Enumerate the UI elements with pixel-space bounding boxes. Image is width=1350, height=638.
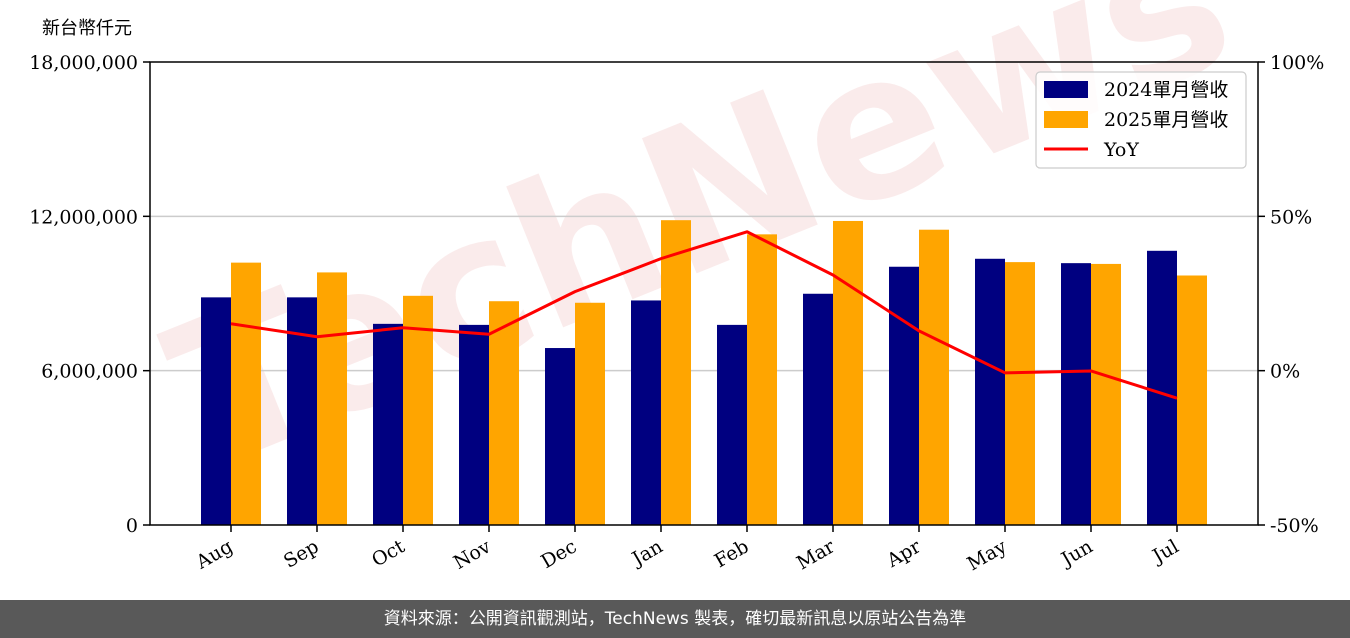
legend: 2024單月營收 2025單月營收 YoY <box>1035 71 1247 169</box>
yoy-line <box>230 230 1178 400</box>
x-tick-label-dec: Dec <box>537 535 580 573</box>
x-tick-label-jul: Jul <box>1147 535 1182 568</box>
y-right-tick-label: -50% <box>1270 515 1319 537</box>
y-right-tick-label: 0% <box>1270 361 1300 383</box>
bar-prev-may <box>975 258 1005 525</box>
bar-curr-may <box>1005 262 1035 525</box>
y-left-tick-label: 12,000,000 <box>29 206 138 228</box>
bar-prev-jun <box>1061 263 1091 525</box>
bar-prev-apr <box>889 266 919 525</box>
bar-prev-oct <box>373 323 403 525</box>
bar-curr-jul <box>1177 275 1207 525</box>
legend-label: 2024單月營收 <box>1104 79 1228 101</box>
y-left-tick-label: 18,000,000 <box>29 52 138 74</box>
bar-curr-mar <box>833 220 863 526</box>
bar-curr-dec <box>575 302 605 525</box>
bar-curr-jun <box>1091 263 1121 525</box>
bar-prev-dec <box>545 348 575 525</box>
x-tick-label-mar: Mar <box>793 535 839 574</box>
bar-curr-aug <box>231 262 261 525</box>
bar-curr-jan <box>661 220 691 526</box>
y-axis-unit-label: 新台幣仟元 <box>42 18 132 39</box>
y-left-tick-label: 0 <box>126 515 138 537</box>
plot-frame <box>149 61 1259 526</box>
x-tick-label-oct: Oct <box>368 535 409 571</box>
yoy-line-layer <box>230 230 1178 400</box>
x-tick-label-jan: Jan <box>627 535 667 571</box>
bar-prev-jan <box>631 300 661 525</box>
x-tick-label-apr: Apr <box>882 535 925 572</box>
bar-prev-feb <box>717 324 747 525</box>
bar-prev-aug <box>201 297 231 525</box>
bar-curr-apr <box>919 229 949 525</box>
legend-label: YoY <box>1103 139 1139 161</box>
x-tick-label-aug: Aug <box>192 535 237 574</box>
legend-label: 2025單月營收 <box>1104 109 1228 131</box>
bar-curr-nov <box>489 301 519 525</box>
y-right-tick-label: 50% <box>1270 206 1312 228</box>
legend-swatch <box>1044 111 1088 128</box>
bar-prev-mar <box>803 293 833 525</box>
x-tick-label-may: May <box>964 535 1011 575</box>
bar-curr-oct <box>403 295 433 525</box>
bar-curr-feb <box>747 234 777 526</box>
revenue-chart: TechNews 06,000,00012,000,00018,000,000-… <box>29 0 1324 575</box>
bar-prev-nov <box>459 324 489 525</box>
legend-box <box>1035 71 1247 169</box>
footer-source-text: 資料來源：公開資訊觀測站，TechNews 製表，確切最新訊息以原站公告為準 <box>383 609 967 629</box>
x-tick-label-sep: Sep <box>280 535 323 572</box>
x-tick-label-feb: Feb <box>711 535 753 572</box>
y-left-tick-label: 6,000,000 <box>41 361 138 383</box>
x-tick-label-nov: Nov <box>450 535 495 574</box>
bar-curr-sep <box>317 272 347 525</box>
bar-prev-jul <box>1147 250 1177 525</box>
legend-swatch <box>1044 81 1088 98</box>
y-right-tick-label: 100% <box>1270 52 1324 74</box>
x-tick-label-jun: Jun <box>1056 535 1097 571</box>
bars <box>201 220 1207 526</box>
footer-source: 資料來源：公開資訊觀測站，TechNews 製表，確切最新訊息以原站公告為準 <box>0 600 1350 638</box>
